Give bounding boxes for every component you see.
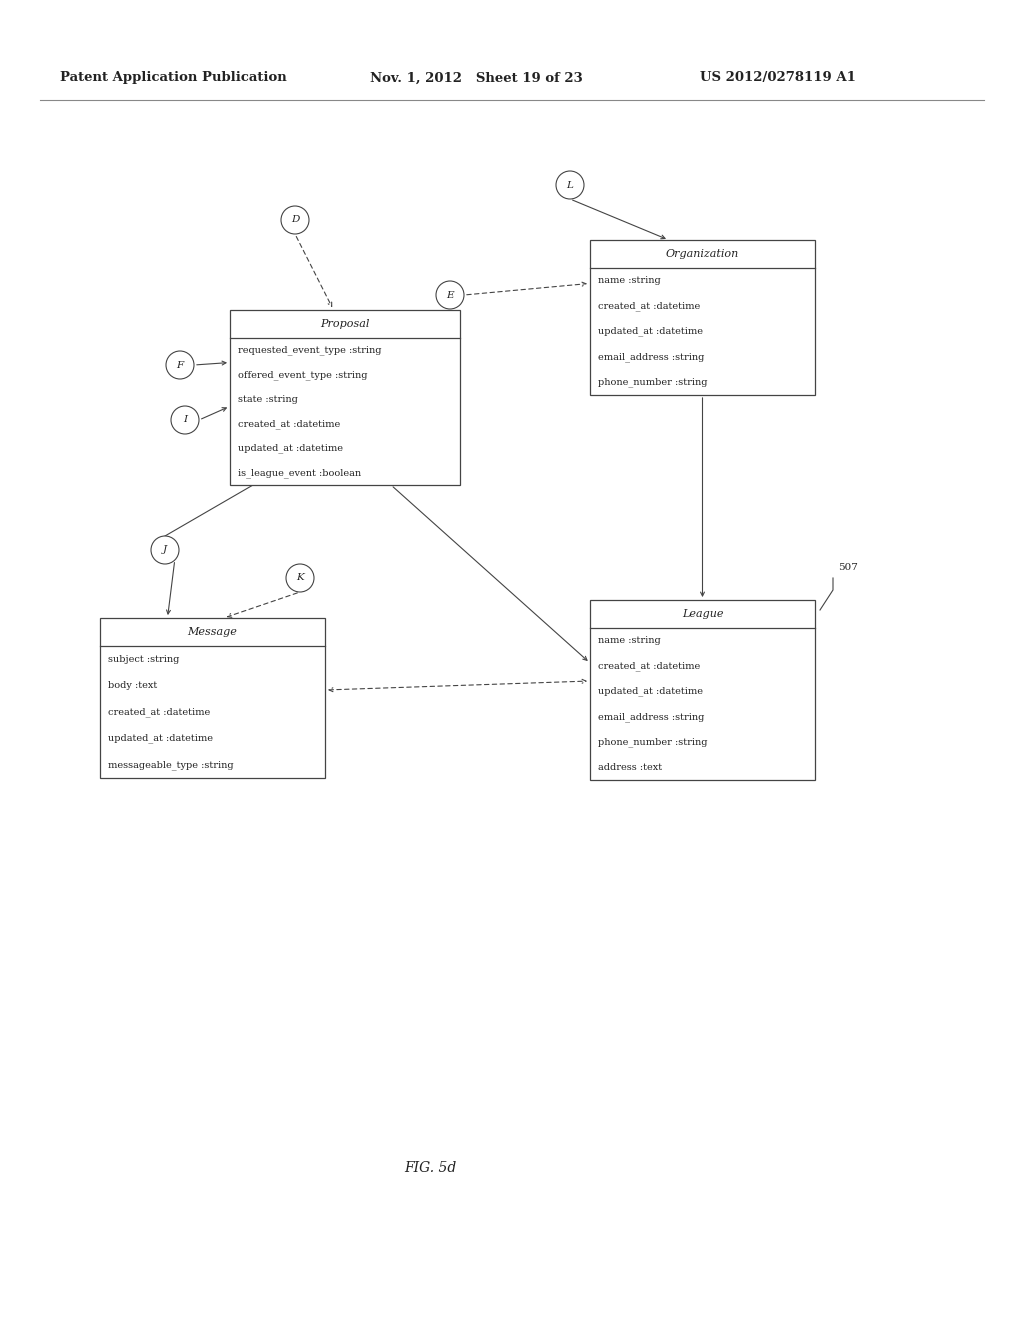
Text: subject :string: subject :string bbox=[108, 655, 179, 664]
Text: updated_at :datetime: updated_at :datetime bbox=[238, 444, 343, 453]
Text: created_at :datetime: created_at :datetime bbox=[108, 708, 210, 717]
Text: D: D bbox=[291, 215, 299, 224]
Text: I: I bbox=[183, 416, 187, 425]
Text: email_address :string: email_address :string bbox=[598, 711, 705, 722]
Text: updated_at :datetime: updated_at :datetime bbox=[598, 686, 703, 696]
Bar bbox=[100, 618, 325, 777]
Circle shape bbox=[151, 536, 179, 564]
Circle shape bbox=[166, 351, 194, 379]
Text: F: F bbox=[176, 360, 183, 370]
Text: updated_at :datetime: updated_at :datetime bbox=[108, 734, 213, 743]
Text: US 2012/0278119 A1: US 2012/0278119 A1 bbox=[700, 71, 856, 84]
Text: offered_event_type :string: offered_event_type :string bbox=[238, 370, 368, 380]
Text: Patent Application Publication: Patent Application Publication bbox=[60, 71, 287, 84]
Text: Message: Message bbox=[187, 627, 238, 638]
Text: created_at :datetime: created_at :datetime bbox=[598, 661, 700, 671]
Text: phone_number :string: phone_number :string bbox=[598, 737, 708, 747]
Text: address :text: address :text bbox=[598, 763, 663, 772]
Text: League: League bbox=[682, 609, 723, 619]
Bar bbox=[590, 240, 815, 395]
Text: body :text: body :text bbox=[108, 681, 158, 690]
Text: email_address :string: email_address :string bbox=[598, 352, 705, 362]
Circle shape bbox=[556, 172, 584, 199]
Text: 507: 507 bbox=[838, 564, 858, 572]
Text: is_league_event :boolean: is_league_event :boolean bbox=[238, 467, 361, 478]
Text: phone_number :string: phone_number :string bbox=[598, 378, 708, 387]
Text: E: E bbox=[446, 290, 454, 300]
Text: L: L bbox=[566, 181, 573, 190]
Text: updated_at :datetime: updated_at :datetime bbox=[598, 326, 703, 337]
Bar bbox=[590, 601, 815, 780]
Circle shape bbox=[436, 281, 464, 309]
Circle shape bbox=[286, 564, 314, 591]
Text: Organization: Organization bbox=[666, 249, 739, 259]
Text: K: K bbox=[296, 573, 304, 582]
Text: Nov. 1, 2012   Sheet 19 of 23: Nov. 1, 2012 Sheet 19 of 23 bbox=[370, 71, 583, 84]
Text: FIG. 5d: FIG. 5d bbox=[403, 1162, 457, 1175]
Text: J: J bbox=[163, 545, 167, 554]
Bar bbox=[230, 310, 460, 484]
Circle shape bbox=[171, 407, 199, 434]
Text: created_at :datetime: created_at :datetime bbox=[598, 301, 700, 312]
Text: name :string: name :string bbox=[598, 636, 660, 645]
Text: requested_event_type :string: requested_event_type :string bbox=[238, 346, 382, 355]
Text: messageable_type :string: messageable_type :string bbox=[108, 760, 233, 770]
Text: state :string: state :string bbox=[238, 395, 298, 404]
Text: name :string: name :string bbox=[598, 276, 660, 285]
Circle shape bbox=[281, 206, 309, 234]
Text: Proposal: Proposal bbox=[321, 319, 370, 329]
Text: created_at :datetime: created_at :datetime bbox=[238, 418, 340, 429]
